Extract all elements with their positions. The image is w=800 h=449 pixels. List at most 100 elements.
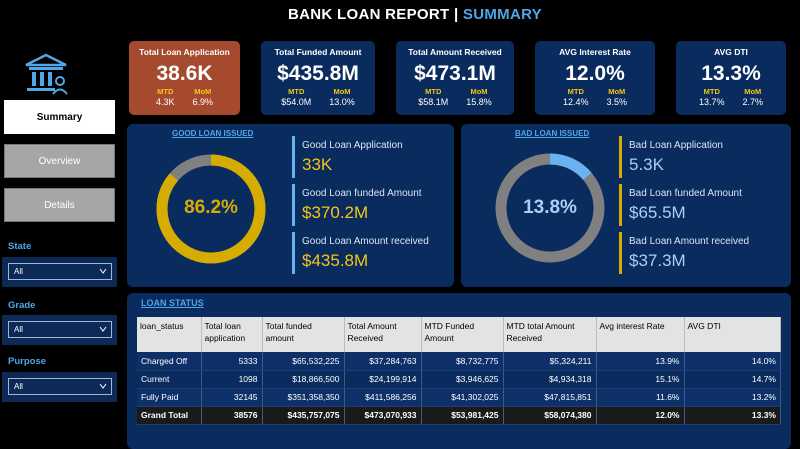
kpi-mtd-value: 4.3K <box>155 97 175 107</box>
kpi-mtd-label: MTD <box>703 87 720 96</box>
nav-summary-button[interactable]: Summary <box>4 100 115 134</box>
metric-label: Bad Loan funded Amount <box>629 188 742 199</box>
kpi-mtd-label: MTD <box>157 87 174 96</box>
metric-label: Bad Loan Amount received <box>629 236 750 247</box>
good-loan-received-metric: Good Loan Amount received $435.8M <box>292 232 429 274</box>
table-row[interactable]: Fully Paid 32145 $351,358,350 $411,586,2… <box>137 388 781 407</box>
table-cell: $65,532,225 <box>262 352 345 371</box>
kpi-value: $435.8M <box>277 62 359 85</box>
table-row[interactable]: Current 1098 $18,866,500 $24,199,914 $3,… <box>137 370 781 389</box>
table-cell: $351,358,350 <box>262 388 345 407</box>
kpi-title: Total Amount Received <box>408 47 502 57</box>
column-header[interactable]: AVG DTI <box>684 317 781 352</box>
table-cell: $435,757,075 <box>262 406 345 425</box>
table-cell: 15.1% <box>596 370 685 389</box>
table-cell: 14.7% <box>684 370 781 389</box>
bad-loan-title: BAD LOAN ISSUED <box>515 129 590 138</box>
table-row[interactable]: Charged Off 5333 $65,532,225 $37,284,763… <box>137 352 781 371</box>
table-cell: $41,302,025 <box>421 388 504 407</box>
table-cell: $37,284,763 <box>344 352 422 371</box>
bad-loan-panel: BAD LOAN ISSUED 13.8% Bad Loan Applicati… <box>461 124 791 287</box>
grade-select[interactable]: All <box>8 321 112 338</box>
table-cell: $411,586,256 <box>344 388 422 407</box>
bad-loan-received-metric: Bad Loan Amount received $37.3M <box>619 232 749 274</box>
table-cell: $24,199,914 <box>344 370 422 389</box>
metric-value: $370.2M <box>302 203 369 222</box>
state-filter-label: State <box>8 241 32 252</box>
kpi-mtd-value: 12.4% <box>562 97 589 107</box>
kpi-mom-value: 13.0% <box>329 97 355 107</box>
table-cell: Current <box>137 370 202 389</box>
table-header-row: loan_status Total loan application Total… <box>137 317 781 352</box>
metric-value: 5.3K <box>629 155 664 174</box>
state-select-value: All <box>14 267 23 276</box>
kpi-avg-interest-rate: AVG Interest Rate 12.0% MTD 12.4% MoM 3.5% <box>535 41 655 115</box>
table-cell: 32145 <box>201 388 263 407</box>
table-cell: Fully Paid <box>137 388 202 407</box>
kpi-avg-dti: AVG DTI 13.3% MTD 13.7% MoM 2.7% <box>676 41 786 115</box>
metric-value: $37.3M <box>629 251 686 270</box>
metric-label: Good Loan Amount received <box>302 236 429 247</box>
chevron-down-icon <box>99 326 107 332</box>
table-cell: 14.0% <box>684 352 781 371</box>
loan-status-title: LOAN STATUS <box>141 298 204 308</box>
purpose-select[interactable]: All <box>8 378 112 395</box>
kpi-title: AVG DTI <box>714 47 748 57</box>
kpi-total-loan-application: Total Loan Application 38.6K MTD 4.3K MoM… <box>129 41 240 115</box>
page-title: BANK LOAN REPORT | SUMMARY <box>0 6 800 23</box>
left-rail: Summary Overview Details State All Grade… <box>0 28 120 449</box>
table-total-row: Grand Total 38576 $435,757,075 $473,070,… <box>137 406 781 425</box>
good-loan-panel: GOOD LOAN ISSUED 86.2% Good Loan Applica… <box>127 124 454 287</box>
table-cell: Charged Off <box>137 352 202 371</box>
kpi-mtd-value: $58.1M <box>418 97 449 107</box>
kpi-title: Total Funded Amount <box>274 47 362 57</box>
metric-value: 33K <box>302 155 333 174</box>
nav-details-button[interactable]: Details <box>4 188 115 222</box>
column-header[interactable]: Total loan application <box>201 317 263 352</box>
grade-select-value: All <box>14 325 23 334</box>
column-header[interactable]: loan_status <box>137 317 202 352</box>
kpi-mom-value: 3.5% <box>606 97 628 107</box>
table-cell: $53,981,425 <box>421 406 504 425</box>
state-select[interactable]: All <box>8 263 112 280</box>
kpi-mom-label: MoM <box>470 87 488 96</box>
good-loan-donut-arc <box>156 154 266 264</box>
nav-overview-button[interactable]: Overview <box>4 144 115 178</box>
state-filter: All <box>2 257 117 287</box>
purpose-filter-label: Purpose <box>8 356 47 367</box>
column-header[interactable]: Total Amount Received <box>344 317 422 352</box>
kpi-value: 12.0% <box>565 62 625 85</box>
table-cell: 12.0% <box>596 406 685 425</box>
good-loan-percent: 86.2% <box>184 197 238 218</box>
column-header[interactable]: Avg interest Rate <box>596 317 685 352</box>
good-loan-application-metric: Good Loan Application 33K <box>292 136 403 178</box>
column-header[interactable]: MTD Funded Amount <box>421 317 504 352</box>
metric-value: $65.5M <box>629 203 686 222</box>
bad-loan-percent: 13.8% <box>523 197 577 218</box>
kpi-title: Total Loan Application <box>139 47 230 57</box>
kpi-mtd-label: MTD <box>567 87 584 96</box>
column-header[interactable]: Total funded amount <box>262 317 345 352</box>
column-header[interactable]: MTD total Amount Received <box>503 317 597 352</box>
kpi-mom-value: 6.9% <box>192 97 214 107</box>
metric-label: Good Loan funded Amount <box>302 188 422 199</box>
kpi-mom-label: MoM <box>194 87 212 96</box>
table-cell: 13.2% <box>684 388 781 407</box>
table-cell: 13.9% <box>596 352 685 371</box>
table-cell: $8,732,775 <box>421 352 504 371</box>
metric-label: Bad Loan Application <box>629 140 723 151</box>
table-cell: 11.6% <box>596 388 685 407</box>
kpi-mom-value: 15.8% <box>466 97 492 107</box>
good-loan-funded-metric: Good Loan funded Amount $370.2M <box>292 184 422 226</box>
table-cell: $4,934,318 <box>503 370 597 389</box>
nav-summary-label: Summary <box>36 111 83 123</box>
table-cell: 5333 <box>201 352 263 371</box>
chevron-down-icon <box>99 268 107 274</box>
kpi-total-funded-amount: Total Funded Amount $435.8M MTD $54.0M Mo… <box>261 41 375 115</box>
nav-details-label: Details <box>44 199 75 211</box>
kpi-mtd-value: 13.7% <box>698 97 725 107</box>
kpi-value: $473.1M <box>414 62 496 85</box>
loan-status-panel: LOAN STATUS loan_status Total loan appli… <box>127 293 791 449</box>
table-cell: 13.3% <box>684 406 781 425</box>
